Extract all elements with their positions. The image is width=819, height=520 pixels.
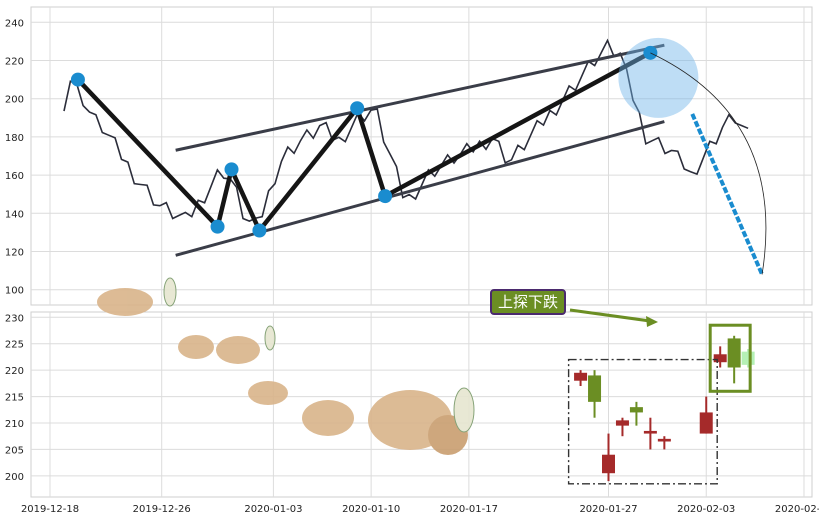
pivot-point <box>350 101 365 116</box>
y-tick-label: 225 <box>5 340 24 351</box>
y-tick-label: 100 <box>5 286 24 297</box>
grid <box>31 7 812 497</box>
fly-swatter-icon <box>453 387 475 433</box>
fly-swatter-icon <box>264 325 276 351</box>
candle-body <box>713 354 727 363</box>
puppy-body <box>216 336 260 364</box>
puppy-body <box>302 400 354 436</box>
channel-upper-line <box>175 43 665 152</box>
price-layer <box>63 37 767 276</box>
x-tick-label: 2019-12-26 <box>133 504 191 515</box>
y-tick-label: 220 <box>5 366 24 377</box>
pattern-box <box>567 358 718 485</box>
y-tick-label: 205 <box>5 445 24 456</box>
x-tick-label: 2020-02-03 <box>677 504 735 515</box>
y-tick-label: 180 <box>5 133 24 144</box>
fly-swatter-icon <box>163 277 177 307</box>
y-tick-label: 140 <box>5 209 24 220</box>
candle-layer <box>567 323 755 485</box>
price-line <box>63 38 749 222</box>
puppy-illustration-group <box>97 277 475 455</box>
y-tick-label: 240 <box>5 18 24 29</box>
y-tick-label: 215 <box>5 393 24 404</box>
puppy-body <box>248 381 288 405</box>
price-panel <box>30 6 813 306</box>
candle-body <box>699 412 713 434</box>
breakout-box <box>708 323 752 393</box>
annotation-arrow <box>569 308 658 327</box>
candle-body <box>602 454 615 474</box>
pivot-point <box>252 223 267 238</box>
puppy-body <box>178 335 214 359</box>
x-tick-label: 2020-01-27 <box>579 504 637 515</box>
y-tick-label: 210 <box>5 419 24 430</box>
pivot-point <box>70 72 85 87</box>
candle-body <box>574 372 588 381</box>
y-axis-ticks: 100 120 140 160 180 200 220 240 200 205 210 215 220 2… <box>5 18 24 483</box>
candle-body <box>643 430 657 434</box>
y-tick-label: 200 <box>5 472 24 483</box>
y-tick-label: 120 <box>5 248 24 259</box>
projection-arc <box>650 52 767 275</box>
x-axis-ticks: 2019-12-18 2019-12-26 2020-01-03 2020-01-10… <box>21 504 819 515</box>
highlight-circle <box>618 37 699 118</box>
x-tick-label: 2020-01-10 <box>342 504 400 515</box>
annotation-label: 上探下跌 <box>490 289 567 315</box>
x-tick-label: 2020-01-03 <box>244 504 302 515</box>
pivot-point <box>210 219 225 234</box>
candle-body <box>727 338 741 368</box>
candle-body <box>741 351 755 365</box>
pivot-point <box>378 189 393 204</box>
puppy-body <box>97 288 153 316</box>
x-tick-label: 2020-02-10 <box>775 504 819 515</box>
pivot-point <box>224 162 239 177</box>
candle-body <box>657 438 671 442</box>
y-tick-label: 220 <box>5 56 24 67</box>
y-tick-label: 200 <box>5 95 24 106</box>
x-tick-label: 2020-01-17 <box>440 504 498 515</box>
x-tick-label: 2019-12-18 <box>21 504 79 515</box>
candle-body <box>588 375 602 402</box>
projection-line <box>690 113 764 276</box>
candle-body <box>615 420 629 426</box>
y-tick-label: 230 <box>5 313 24 324</box>
candle-body <box>629 407 643 413</box>
y-tick-label: 160 <box>5 171 24 182</box>
